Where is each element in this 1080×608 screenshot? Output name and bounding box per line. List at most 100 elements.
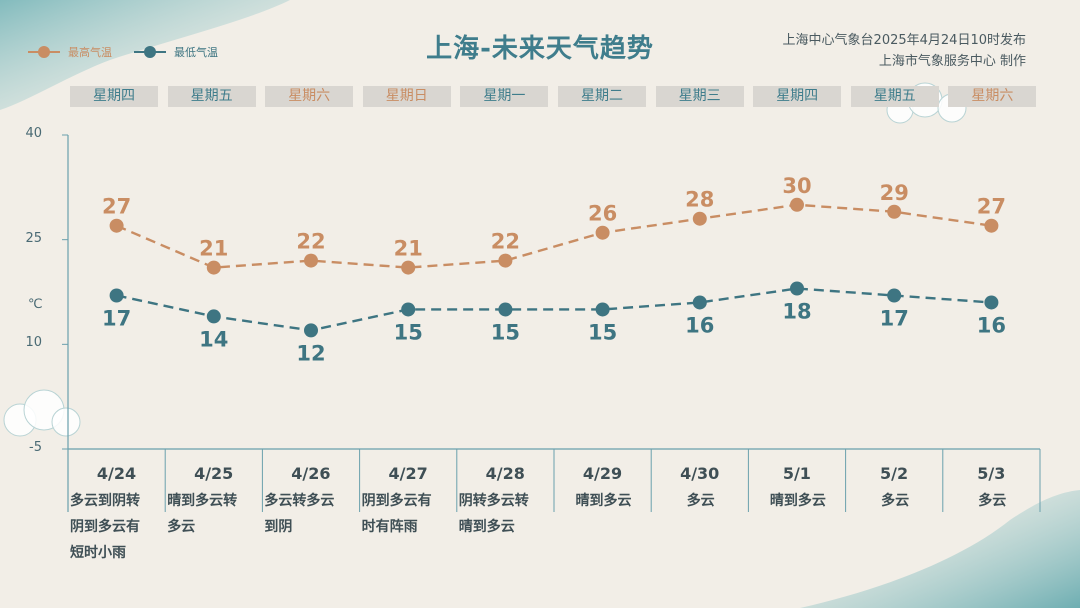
low-temp-point <box>206 309 221 324</box>
chart-legend: 最高气温 最低气温 <box>28 44 218 60</box>
date-label: 4/24 <box>96 464 137 483</box>
high-temp-label: 21 <box>199 237 228 261</box>
legend-low-swatch <box>134 46 166 58</box>
weekday-row: 星期四 星期五 星期六 星期日 星期一 星期二 星期三 星期四 星期五 星期六 <box>0 86 1080 108</box>
source-producer: 上海市气象服务中心 制作 <box>878 54 1026 69</box>
weather-description: 晴到多云转 多云 <box>167 493 238 535</box>
high-temp-point <box>692 211 707 226</box>
high-temp-label: 22 <box>296 230 325 254</box>
low-temp-label: 15 <box>491 320 520 344</box>
low-temp-point <box>498 302 513 317</box>
weather-description: 多云 <box>686 493 715 509</box>
legend-low: 最低气温 <box>134 44 218 60</box>
date-label: 4/26 <box>291 464 331 483</box>
low-temp-label: 17 <box>880 306 909 330</box>
source-publisher: 上海中心气象台2025年4月24日10时发布 <box>782 33 1026 48</box>
weekday-tab: 星期日 <box>362 86 451 107</box>
legend-high-label: 最高气温 <box>68 46 112 59</box>
weather-description: 多云转多云 到阴 <box>264 493 335 535</box>
high-temp-point <box>790 197 804 212</box>
high-temp-label: 29 <box>880 181 909 205</box>
weather-description: 阴到多云有 时有阵雨 <box>361 493 432 535</box>
date-column: 4/26 多云转多云 到阴 <box>262 462 359 540</box>
low-temp-point <box>984 295 999 310</box>
date-label: 4/28 <box>485 464 525 483</box>
low-temp-label: 16 <box>685 313 714 337</box>
weather-description: 多云 <box>978 493 1007 509</box>
y-tick-label: 10 <box>25 335 42 351</box>
date-column: 4/25 晴到多云转 多云 <box>165 462 262 540</box>
y-tick-label: 40 <box>25 126 42 141</box>
low-temp-point <box>692 295 707 310</box>
date-column: 5/1 晴到多云 <box>748 462 845 514</box>
weekday-tab: 星期五 <box>850 86 939 107</box>
date-column: 5/2 多云 <box>846 462 943 514</box>
high-temp-point <box>887 204 902 219</box>
high-temp-label: 28 <box>685 188 714 212</box>
date-label: 5/2 <box>880 464 909 483</box>
weather-description: 阴转多云转 晴到多云 <box>458 493 529 535</box>
weekday-tab: 星期一 <box>460 86 549 107</box>
low-temp-label: 15 <box>588 320 617 344</box>
weather-description: 多云到阴转 阴到多云有 短时小雨 <box>70 493 140 561</box>
date-column: 4/24 多云到阴转 阴到多云有 短时小雨 <box>68 462 165 566</box>
high-temp-point <box>595 225 610 240</box>
date-label: 4/29 <box>582 464 623 483</box>
date-label: 5/3 <box>977 464 1006 483</box>
date-label: 4/30 <box>680 464 720 483</box>
date-column: 4/29 晴到多云 <box>554 462 651 514</box>
page-title: 上海-未来天气趋势 <box>426 34 654 64</box>
y-axis-unit: ℃ <box>28 297 43 312</box>
high-temp-label: 22 <box>491 230 520 254</box>
high-temp-point <box>304 253 318 268</box>
high-temp-label: 26 <box>588 202 617 226</box>
weekday-tab: 星期三 <box>655 86 744 107</box>
high-temp-label: 27 <box>977 195 1006 219</box>
y-tick-label: 25 <box>25 230 42 246</box>
weather-description: 晴到多云 <box>769 493 826 509</box>
low-temp-label: 12 <box>296 341 325 365</box>
low-temp-point <box>109 288 124 303</box>
date-column: 4/27 阴到多云有 时有阵雨 <box>360 462 457 540</box>
high-temp-label: 21 <box>394 237 423 261</box>
high-temp-point <box>984 218 999 233</box>
weekday-tab: 星期五 <box>167 86 256 107</box>
low-temp-line <box>116 287 992 332</box>
low-temp-point <box>595 302 610 317</box>
high-temp-point <box>401 260 416 275</box>
weather-description: 晴到多云 <box>575 493 632 509</box>
weekday-tab: 星期六 <box>948 86 1037 107</box>
weekday-tab: 星期四 <box>70 86 158 107</box>
low-temp-label: 15 <box>394 320 423 344</box>
low-temp-label: 14 <box>199 327 228 351</box>
low-temp-point <box>304 323 318 338</box>
weekday-tab: 星期四 <box>753 86 842 107</box>
high-temp-label: 30 <box>782 174 811 198</box>
high-temp-point <box>206 260 221 275</box>
date-column: 5/3 多云 <box>943 462 1040 514</box>
legend-high: 最高气温 <box>28 44 112 60</box>
source-info: 上海中心气象台2025年4月24日10时发布 上海市气象服务中心 制作 <box>783 30 1026 72</box>
low-temp-point <box>887 288 902 303</box>
low-temp-point <box>790 281 804 296</box>
legend-low-label: 最低气温 <box>174 46 218 59</box>
weekday-tab: 星期二 <box>558 86 646 107</box>
high-temp-label: 27 <box>102 195 131 219</box>
weekday-tab: 星期六 <box>265 86 354 107</box>
date-column: 4/28 阴转多云转 晴到多云 <box>457 462 554 540</box>
date-column: 4/30 多云 <box>651 462 748 514</box>
high-temp-point <box>498 253 513 268</box>
date-label: 4/25 <box>194 464 234 483</box>
high-temp-line <box>116 203 992 269</box>
date-label: 4/27 <box>388 464 428 483</box>
low-temp-label: 16 <box>977 313 1006 337</box>
low-temp-label: 17 <box>102 306 131 330</box>
high-temp-point <box>109 218 124 233</box>
date-label: 5/1 <box>782 464 811 483</box>
y-tick-label: -5 <box>29 440 42 455</box>
low-temp-point <box>401 302 416 317</box>
low-temp-label: 18 <box>782 300 811 324</box>
legend-high-swatch <box>28 46 60 58</box>
weather-description: 多云 <box>881 493 910 509</box>
